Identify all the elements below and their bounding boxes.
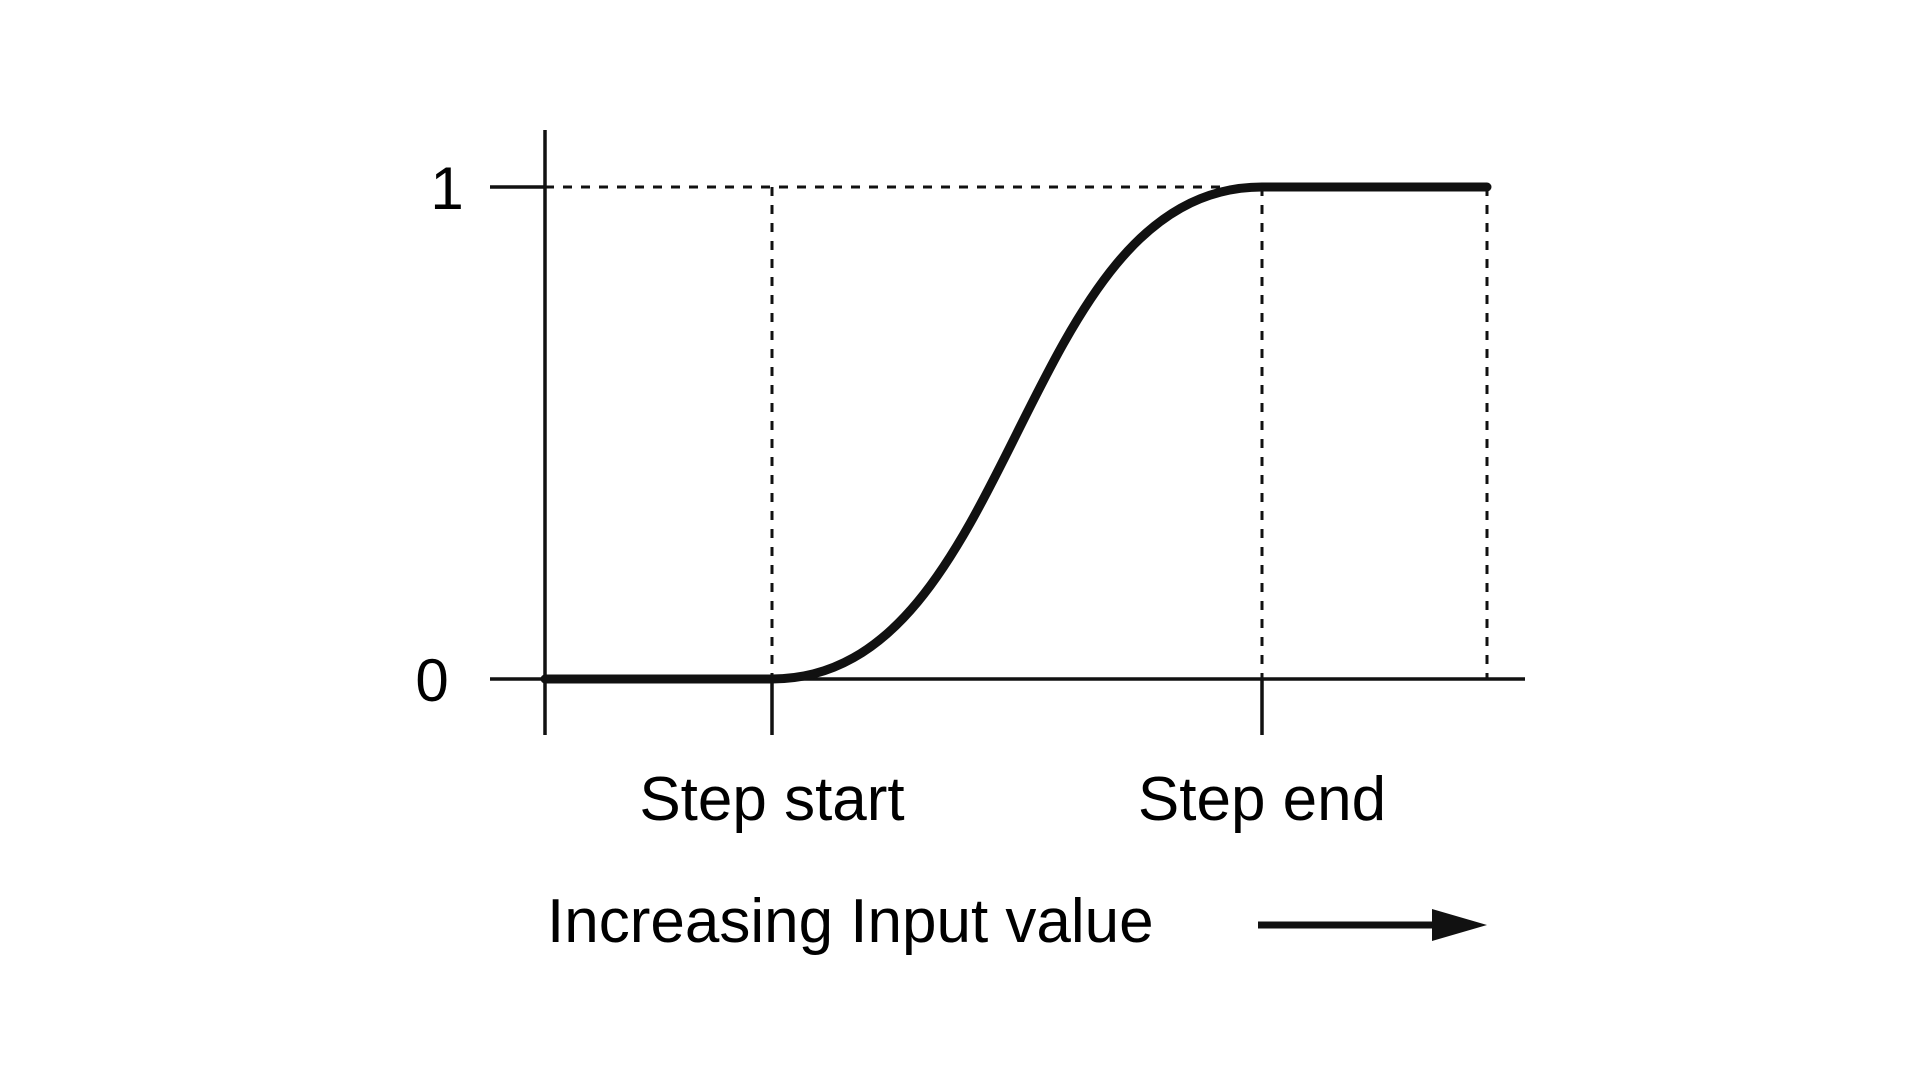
x-label-step-end: Step end — [1138, 765, 1386, 834]
x-axis-caption: Increasing Input value — [547, 887, 1154, 956]
arrow-right-icon — [1432, 909, 1487, 941]
smoothstep-curve — [540, 182, 1492, 684]
y-label-1: 1 — [430, 155, 463, 222]
y-label-0: 0 — [415, 647, 448, 714]
x-label-step-start: Step start — [639, 765, 904, 834]
